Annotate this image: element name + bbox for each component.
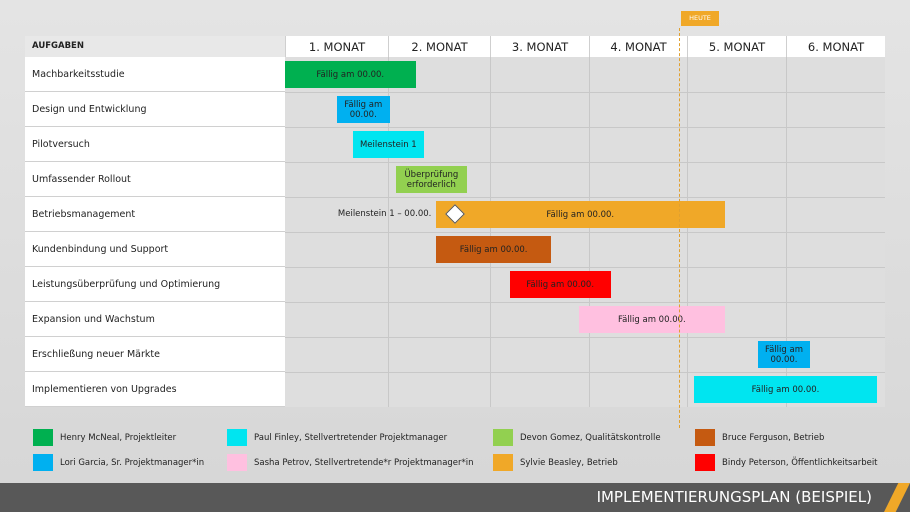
legend-item: Bindy Peterson, Öffentlichkeitsarbeit [695,454,878,471]
month-header-3: 3. MONAT [490,36,589,57]
task-name: Pilotversuch [25,127,285,162]
task-name: Umfassender Rollout [25,162,285,197]
today-line [679,28,680,428]
task-bar: Meilenstein 1 [352,131,424,158]
legend-label: Bindy Peterson, Öffentlichkeitsarbeit [722,457,878,468]
grid-hline [285,162,885,163]
grid-hline [285,197,885,198]
footer-bar: IMPLEMENTIERUNGSPLAN (BEISPIEL) [0,483,910,512]
month-header-5: 5. MONAT [687,36,786,57]
task-bar-label: Fällig am 00.00. [546,209,615,220]
legend-item: Lori Garcia, Sr. Projektmanager*in [33,454,204,471]
grid-hline [285,92,885,93]
grid-hline [285,337,885,338]
month-header-1: 1. MONAT [285,36,388,57]
task-bar-label: Fällig am 00.00. [617,314,686,325]
legend-swatch [493,429,513,446]
legend-item: Paul Finley, Stellvertretender Projektma… [227,429,447,446]
month-header-4: 4. MONAT [589,36,687,57]
task-bar-label: Fällig am 00.00. [316,69,385,80]
legend-swatch [493,454,513,471]
legend-label: Devon Gomez, Qualitätskontrolle [520,432,661,443]
legend-swatch [695,429,715,446]
task-name: Machbarkeitsstudie [25,57,285,92]
task-bar: Fällig am 00.00. [693,376,878,403]
legend-swatch [695,454,715,471]
task-name: Betriebsmanagement [25,197,285,232]
task-bar: Fällig am 00.00. [579,306,725,333]
task-name: Expansion und Wachstum [25,302,285,337]
legend-label: Paul Finley, Stellvertretender Projektma… [254,432,448,443]
page-title: IMPLEMENTIERUNGSPLAN (BEISPIEL) [596,488,872,506]
legend-label: Henry McNeal, Projektleiter [60,432,177,443]
grid-hline [285,232,885,233]
task-bar-label: Überprüfung erforderlich [404,169,459,190]
task-name: Leistungsüberprüfung und Optimierung [25,267,285,302]
legend-item: Sasha Petrov, Stellvertretende*r Projekt… [227,454,474,471]
task-bar: Fällig am 00.00. [509,271,611,298]
grid-hline [285,127,885,128]
legend-label: Sylvie Beasley, Betrieb [520,457,618,468]
footer-accent-stripe [884,483,910,512]
task-name: Implementieren von Upgrades [25,372,285,407]
month-header-2: 2. MONAT [388,36,490,57]
legend-item: Sylvie Beasley, Betrieb [493,454,618,471]
task-bar: Fällig am 00.00. [758,341,810,368]
legend-swatch [33,454,53,471]
task-bar: Fällig am 00.00. [336,96,391,123]
task-bar: Fällig am 00.00. [435,201,725,228]
grid-hline [285,372,885,373]
legend-swatch [33,429,53,446]
task-bar: Fällig am 00.00. [435,236,552,263]
task-bar-label: Fällig am 00.00. [765,344,803,365]
gantt-chart: AUFGABEN 1. MONAT 2. MONAT 3. MONAT 4. MONA… [25,36,885,408]
legend-label: Sasha Petrov, Stellvertretende*r Projekt… [254,457,474,468]
task-name: Erschließung neuer Märkte [25,337,285,372]
task-bar: Überprüfung erforderlich [396,166,467,193]
legend-swatch [227,429,247,446]
today-badge: HEUTE [681,11,719,26]
legend-label: Lori Garcia, Sr. Projektmanager*in [60,457,205,468]
legend-item: Bruce Ferguson, Betrieb [695,429,824,446]
task-bar: Fällig am 00.00. [285,61,416,88]
task-bar-label: Fällig am 00.00. [751,384,820,395]
grid-hline [285,267,885,268]
task-name: Kundenbindung und Support [25,232,285,267]
task-bar-label: Fällig am 00.00. [526,279,595,290]
task-bar-label: Meilenstein 1 [359,139,417,150]
milestone-label: Meilenstein 1 – 00.00. [337,209,432,219]
task-bar-label: Fällig am 00.00. [344,99,383,120]
legend-item: Devon Gomez, Qualitätskontrolle [493,429,661,446]
legend-label: Bruce Ferguson, Betrieb [722,432,825,443]
task-bar-label: Fällig am 00.00. [459,244,528,255]
task-column-header: AUFGABEN [25,36,285,57]
task-name: Design und Entwicklung [25,92,285,127]
grid-hline [285,302,885,303]
legend-swatch [227,454,247,471]
month-header-6: 6. MONAT [786,36,885,57]
legend-item: Henry McNeal, Projektleiter [33,429,176,446]
